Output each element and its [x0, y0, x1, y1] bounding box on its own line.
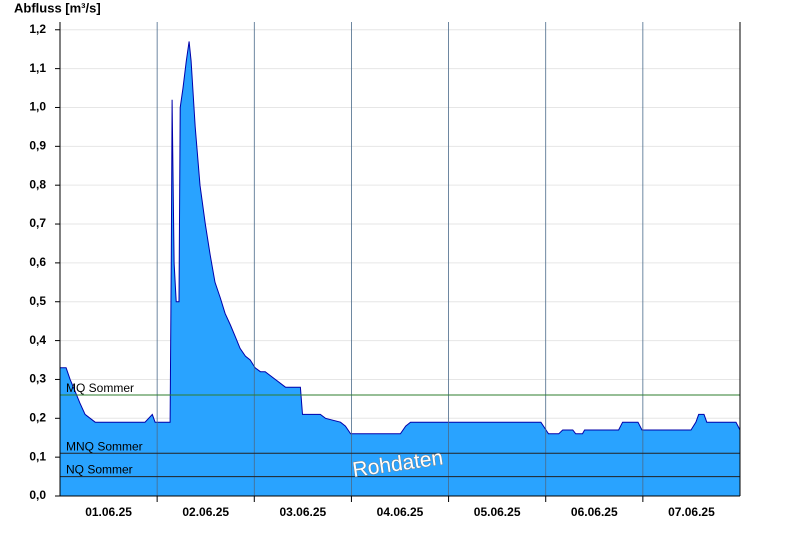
x-tick-label: 07.06.25 — [668, 505, 715, 519]
y-tick-label: 1,0 — [29, 100, 46, 114]
x-tick-label: 03.06.25 — [279, 505, 326, 519]
y-tick-label: 0,4 — [29, 333, 46, 347]
x-tick-label: 05.06.25 — [474, 505, 521, 519]
y-tick-label: 0,3 — [29, 372, 46, 386]
y-tick-label: 0,1 — [29, 449, 46, 463]
reference-label: MQ Sommer — [66, 381, 134, 395]
x-tick-label: 06.06.25 — [571, 505, 618, 519]
y-axis-title: Abfluss [m³/s] — [14, 0, 101, 15]
x-tick-label: 01.06.25 — [85, 505, 132, 519]
area-fill — [60, 41, 740, 497]
reference-label: MNQ Sommer — [66, 439, 143, 453]
x-tick-label: 02.06.25 — [182, 505, 229, 519]
y-tick-label: 0,9 — [29, 138, 46, 152]
area-line — [60, 41, 741, 435]
y-tick-label: 0,5 — [29, 294, 46, 308]
y-tick-label: 0,7 — [29, 216, 46, 230]
y-tick-label: 0,6 — [29, 255, 46, 269]
y-tick-label: 0,0 — [29, 488, 46, 502]
reference-label: NQ Sommer — [66, 463, 133, 477]
y-tick-label: 0,8 — [29, 177, 46, 191]
y-tick-label: 0,2 — [29, 410, 46, 424]
x-tick-label: 04.06.25 — [377, 505, 424, 519]
y-tick-label: 1,2 — [29, 22, 46, 36]
y-tick-label: 1,1 — [29, 61, 46, 75]
